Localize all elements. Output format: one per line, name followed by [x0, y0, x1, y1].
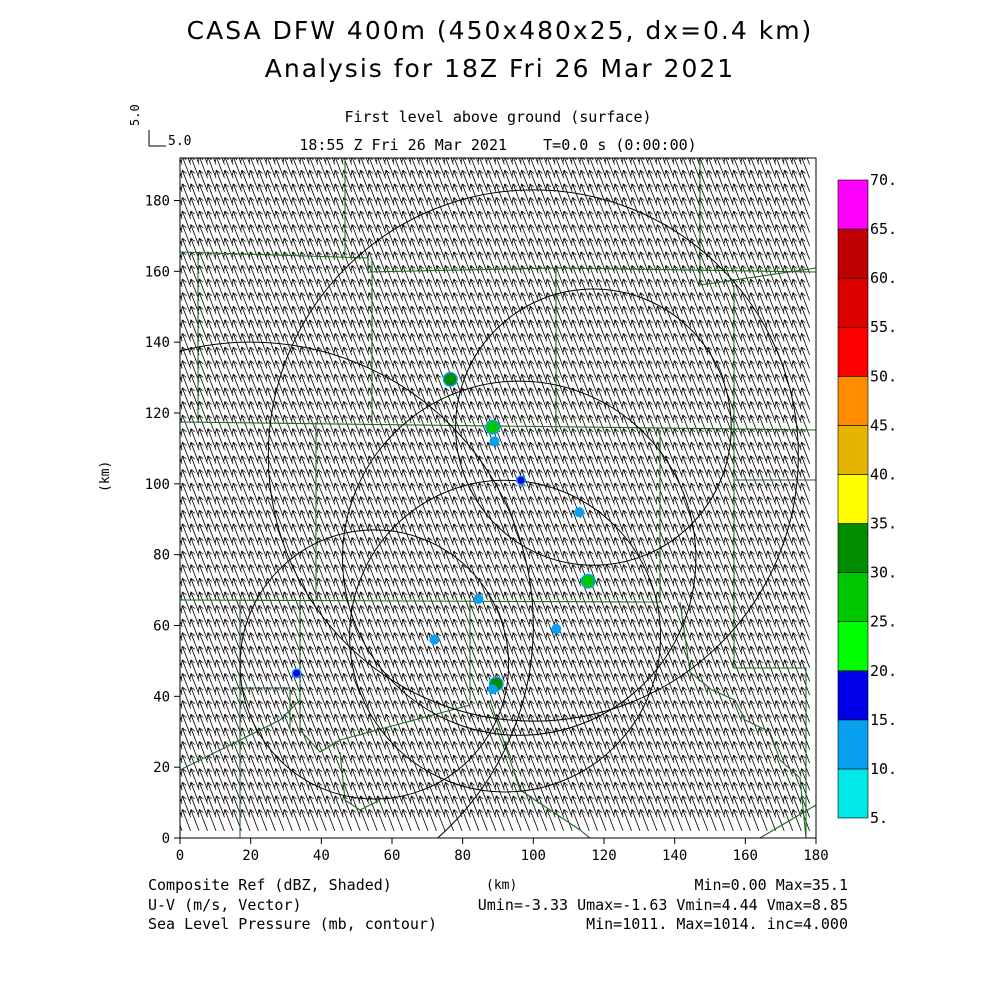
echo-core [575, 508, 583, 516]
colorbar-swatch [837, 670, 869, 721]
echo-core [517, 476, 525, 484]
colorbar-swatch [837, 326, 869, 377]
x-tick-label: 140 [662, 848, 687, 864]
colorbar-swatch [837, 425, 869, 475]
y-axis: 0 20 40 60 80 100 120 140 160 180 [145, 194, 180, 847]
colorbar-swatch [837, 572, 869, 622]
range-ring [455, 288, 732, 566]
wind-vectors [180, 158, 810, 832]
y-tick-label: 160 [145, 264, 170, 280]
echo-core [490, 437, 498, 445]
chart-subtitle: Analysis for 18Z Fri 26 Mar 2021 [264, 54, 736, 83]
colorbar-label: 40. [870, 465, 897, 483]
colorbar-swatch [837, 228, 869, 279]
field-wind-label: U-V (m/s, Vector) [148, 896, 302, 914]
colorbar-label: 5. [870, 809, 888, 827]
x-tick-label: 160 [733, 848, 758, 864]
colorbar-label: 35. [870, 515, 897, 533]
x-tick-label: 80 [454, 848, 471, 864]
range-ring [349, 479, 662, 793]
colorbar-label: 15. [870, 711, 897, 729]
echo-core [430, 636, 438, 644]
range-ring [342, 380, 697, 736]
y-tick-label: 100 [145, 477, 170, 493]
y-tick-label: 0 [162, 831, 170, 847]
x-tick-label: 0 [176, 848, 184, 864]
plot-frame [179, 157, 817, 839]
colorbar-label: 25. [870, 613, 897, 631]
y-tick-label: 180 [145, 194, 170, 210]
range-ring [239, 529, 510, 800]
x-tick-label: 40 [313, 848, 330, 864]
level-label: First level above ground (surface) [344, 108, 652, 126]
colorbar-swatch [837, 719, 869, 770]
radar-range-rings [180, 189, 799, 838]
range-ring [267, 189, 799, 722]
wind-stats: Umin=-3.33 Umax=-1.63 Vmin=4.44 Vmax=8.8… [477, 896, 848, 914]
y-tick-label: 140 [145, 335, 170, 351]
chart-title: CASA DFW 400m (450x480x25, dx=0.4 km) [186, 16, 814, 45]
x-tick-label: 100 [521, 848, 546, 864]
reflectivity-stats: Min=0.00 Max=35.1 [694, 876, 848, 894]
colorbar-label: 55. [870, 318, 897, 336]
x-axis: 0 20 40 60 80 100 120 140 160 180 [176, 838, 829, 864]
colorbar-swatch [837, 376, 869, 426]
colorbar-swatch [837, 768, 869, 819]
colorbar-label: 10. [870, 760, 897, 778]
y-tick-label: 80 [153, 548, 170, 564]
colorbar-swatch [837, 277, 869, 328]
colorbar-label: 20. [870, 662, 897, 680]
colorbar-label: 45. [870, 416, 897, 434]
y-tick-label: 60 [153, 619, 170, 635]
x-tick-label: 180 [803, 848, 828, 864]
pressure-stats: Min=1011. Max=1014. inc=4.000 [586, 915, 848, 933]
echo-core [444, 373, 457, 386]
colorbar-swatch [837, 621, 869, 672]
field-pressure-label: Sea Level Pressure (mb, contour) [148, 915, 437, 933]
colorbar-label: 50. [870, 367, 897, 385]
time-label: 18:55 Z Fri 26 Mar 2021 T=0.0 s (0:00:00… [299, 136, 697, 154]
echo-core [486, 421, 499, 434]
y-axis-label: (km) [98, 460, 113, 492]
vector-scale-label: 5.0 [168, 134, 192, 149]
x-tick-label: 20 [242, 848, 259, 864]
echo-core [552, 625, 560, 633]
echo-core [489, 685, 497, 693]
wind-vector-field [180, 158, 810, 832]
county-boundaries [180, 158, 816, 838]
echo-core [475, 595, 483, 603]
colorbar-swatch [837, 179, 869, 230]
range-ring [180, 341, 534, 838]
y-tick-label: 40 [153, 689, 170, 705]
colorbar-label: 60. [870, 269, 897, 287]
field-reflectivity-label: Composite Ref (dBZ, Shaded) [148, 876, 392, 894]
colorbar-swatch [837, 523, 869, 573]
vector-scale-icon [148, 130, 166, 147]
colorbar-label: 70. [870, 171, 897, 189]
echo-core [293, 669, 301, 677]
y-tick-label: 20 [153, 760, 170, 776]
reflectivity-echoes [291, 371, 596, 695]
y-tick-label: 120 [145, 406, 170, 422]
colorbar-label: 65. [870, 220, 897, 238]
x-tick-label: 120 [591, 848, 616, 864]
colorbar-swatch [837, 474, 869, 524]
x-tick-label: 60 [384, 848, 401, 864]
x-axis-label: (km) [486, 878, 518, 893]
colorbar-label: 30. [870, 564, 897, 582]
echo-core [582, 575, 595, 588]
colorbar: 5. 10. 15. 20. 25. 30. 35. 40. 45. 50. 55. 60. 65. 70… [837, 171, 897, 827]
